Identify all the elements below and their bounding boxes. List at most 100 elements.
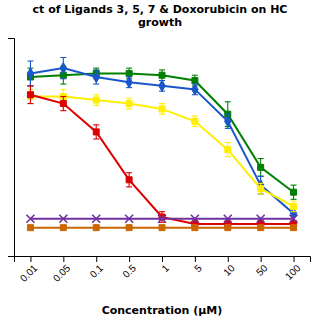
error-bar-cap: [60, 78, 66, 79]
x-tick: 0.05: [51, 256, 73, 284]
error-bar-cap: [258, 176, 264, 177]
error-bar-cap: [258, 183, 264, 184]
y-axis-line: [8, 39, 15, 257]
marker: [93, 97, 99, 103]
error-bar-cap: [27, 60, 33, 61]
y-axis: [8, 39, 15, 257]
error-bar: [258, 159, 264, 177]
error-bar-cap: [27, 103, 33, 104]
marker: [291, 203, 297, 209]
error-bar: [192, 84, 198, 95]
marker: [192, 78, 198, 84]
error-bar: [27, 61, 33, 86]
x-tick-mark: [261, 256, 262, 262]
marker: [159, 80, 165, 91]
error-bar-cap: [126, 108, 132, 109]
error-bar-cap: [93, 124, 99, 125]
marker: [27, 68, 33, 79]
marker: [93, 129, 99, 135]
marker: [60, 101, 66, 107]
x-tick: 0.1: [88, 256, 106, 280]
error-bar-cap: [93, 68, 99, 69]
error-bar-cap: [258, 193, 264, 194]
error-bar: [225, 102, 231, 127]
marker: [224, 215, 232, 223]
series: [27, 57, 297, 220]
error-bar: [159, 81, 165, 92]
title: ct of Ligands 3, 5, 7 & Doxorubicin on H…: [33, 3, 288, 29]
marker: [191, 215, 199, 223]
error-bar-cap: [225, 156, 231, 157]
line: [30, 68, 293, 213]
series: [27, 86, 296, 228]
x-tick-label: 50: [254, 262, 270, 278]
x-tick-mark: [30, 256, 31, 262]
x-tick-mark: [162, 256, 163, 262]
marker: [126, 177, 132, 183]
marker: [93, 225, 99, 231]
marker: [93, 71, 99, 82]
error-bar-cap: [225, 128, 231, 129]
marker: [27, 225, 33, 231]
marker: [126, 77, 132, 88]
error-bar-cap: [27, 85, 33, 86]
x-tick-mark: [63, 256, 64, 262]
x-tick: 100: [283, 256, 303, 282]
marker: [291, 225, 297, 231]
error-bar: [126, 77, 132, 88]
error-bar-cap: [225, 142, 231, 143]
error-bar-cap: [258, 193, 264, 194]
error-bar-cap: [258, 158, 264, 159]
x-tick-label: 10: [221, 262, 237, 278]
error-bar: [93, 95, 99, 106]
error-bar-cap: [159, 211, 165, 212]
error-bar-cap: [126, 98, 132, 99]
marker: [158, 215, 166, 223]
error-bar-cap: [192, 115, 198, 116]
error-bar-cap: [60, 57, 66, 58]
x-axis: 0.01 0.05 0.1 0.5 1 5 10 50 100: [15, 256, 311, 284]
x-tick: 0.5: [120, 256, 138, 280]
x-tick: 50: [254, 256, 270, 278]
x-tick-mark: [294, 256, 295, 262]
x-tick: 0.01: [18, 256, 40, 284]
line: [30, 95, 293, 224]
error-bar-cap: [159, 103, 165, 104]
series: [27, 66, 296, 199]
marker: [125, 215, 133, 223]
marker: [59, 215, 67, 223]
error-bar-cap: [159, 69, 165, 70]
error-bar-cap: [93, 69, 99, 70]
series: [27, 225, 296, 231]
error-bar: [93, 70, 99, 84]
error-bar: [291, 185, 297, 199]
error-bar-cap: [60, 110, 66, 111]
x-tick-label: 100: [283, 262, 303, 282]
error-bar-cap: [27, 85, 33, 86]
error-bar-cap: [60, 89, 66, 90]
marker: [126, 225, 132, 231]
marks: [26, 57, 297, 230]
marker: [258, 186, 264, 192]
error-bar: [126, 98, 132, 109]
marker: [225, 147, 231, 153]
x-tick: 10: [221, 256, 237, 278]
error-bar-cap: [291, 201, 297, 202]
marker: [258, 225, 264, 231]
error-bar-cap: [126, 186, 132, 187]
x-tick: 1: [159, 256, 171, 274]
marker: [192, 225, 198, 231]
error-bar-cap: [291, 199, 297, 200]
marker: [60, 225, 66, 231]
marker: [26, 215, 34, 223]
error-bar-cap: [27, 103, 33, 104]
title-line: growth: [138, 16, 182, 29]
x-tick: 5: [192, 256, 204, 274]
error-bar: [291, 201, 297, 212]
error-bar-cap: [60, 96, 66, 97]
error-bar-cap: [225, 114, 231, 115]
error-bar-cap: [126, 172, 132, 173]
error-bar-cap: [126, 68, 132, 69]
marker: [192, 84, 198, 95]
error-bar-cap: [225, 101, 231, 102]
